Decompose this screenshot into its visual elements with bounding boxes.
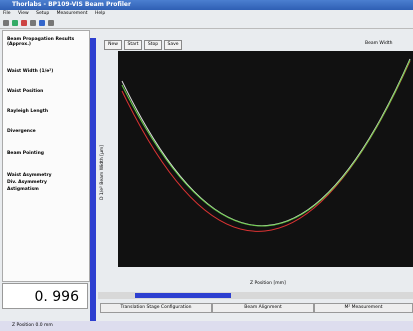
title-bar: Thorlabs - BP109-VIS Beam Profiler [0, 0, 413, 10]
tool-icon[interactable] [12, 20, 18, 26]
tab[interactable]: M² Measurement [314, 303, 413, 313]
tool-icon[interactable] [48, 20, 54, 26]
x-axis-label: Z Position [mm] [250, 281, 286, 286]
button[interactable]: Save [164, 40, 182, 50]
curve [121, 59, 411, 227]
button[interactable]: New [104, 40, 122, 50]
m2-display: 0. 996 [2, 283, 88, 309]
tab[interactable]: Beam Alignment [212, 303, 314, 313]
y-axis-label: D 1/e² Beam Width [µm] [100, 145, 105, 200]
result-label: Astigmatism [7, 187, 39, 192]
menu-item[interactable]: View [17, 11, 29, 16]
button[interactable]: Stop [144, 40, 162, 50]
result-label: Rayleigh Length [7, 109, 49, 114]
result-label: Beam Pointing [7, 151, 45, 156]
progress-bar [135, 293, 231, 298]
result-label: Div. Asymmetry [7, 180, 47, 185]
tool-icon[interactable] [39, 20, 45, 26]
curve [121, 58, 411, 226]
tool-icon[interactable] [30, 20, 36, 26]
progress-track [98, 292, 413, 299]
caustic-plot [118, 51, 413, 267]
legend[interactable]: Beam Width [365, 41, 393, 46]
status-bar: Z Position 0.0 mm [0, 321, 413, 331]
tool-icon[interactable] [21, 20, 27, 26]
panel-heading: Beam Propagation Results (Approx.) [7, 37, 75, 47]
menu-item[interactable]: Setup [36, 11, 50, 16]
toolbar [0, 18, 413, 29]
menu-bar: File View Setup Measurement Help [0, 10, 413, 18]
tab[interactable]: Translation Stage Configuration [100, 303, 212, 313]
button[interactable]: Start [124, 40, 142, 50]
results-panel: Beam Propagation Results (Approx.) Waist… [2, 30, 90, 282]
result-label: Waist Asymmetry [7, 173, 52, 178]
result-label: Divergence [7, 129, 36, 134]
menu-item[interactable]: Measurement [56, 11, 88, 16]
result-label: Waist Position [7, 89, 44, 94]
menu-item[interactable]: File [3, 11, 11, 16]
tool-icon[interactable] [3, 20, 9, 26]
curve [121, 60, 411, 232]
menu-item[interactable]: Help [94, 11, 106, 16]
result-label: Waist Width (1/e²) [7, 69, 54, 74]
side-bar [90, 38, 96, 323]
